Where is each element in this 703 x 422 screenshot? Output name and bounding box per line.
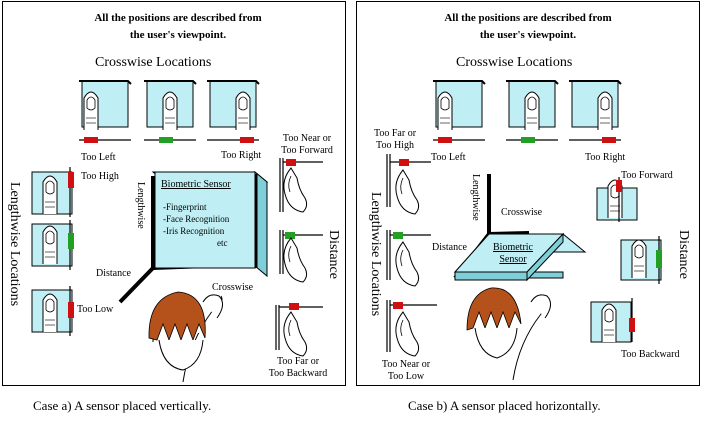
case-a-illustration (31, 80, 323, 383)
too-far-backward-label: Too Far or Too Backward (268, 356, 328, 379)
sensor-item-face: -Face Recognition (163, 214, 230, 224)
distance-too-far-tile (275, 303, 323, 357)
note-line-1-b: All the positions are described from (444, 12, 612, 24)
too-backward-label: Too Backward (621, 349, 680, 360)
indicator-too-left-b (438, 137, 452, 143)
forward-too-backward-tile (590, 298, 635, 343)
crosswise-too-right-tile (207, 80, 260, 143)
crosswise-label-a: Crosswise (212, 282, 254, 293)
sensor-item-fingerprint: -Fingerprint (163, 202, 207, 212)
lengthwise-locations-label-b: Lengthwise Locations (368, 192, 383, 317)
too-near-low-label: Too Near or Too Low (381, 359, 431, 382)
sensor-item-etc: etc (217, 238, 228, 248)
indicator-correct-crosswise (159, 137, 173, 143)
panel-case-a: All the positions are described from the… (2, 1, 346, 386)
forward-correct-tile (620, 236, 662, 284)
indicator-correct-crosswise-b (521, 137, 535, 143)
note-line-2-b: the user's viewpoint. (479, 29, 577, 41)
indicator-correct-side (393, 232, 403, 239)
side-correct-tile (386, 230, 431, 287)
side-too-far-high-tile (386, 154, 431, 215)
indicator-correct-distance (285, 232, 295, 239)
crosswise-locations-label-b: Crosswise Locations (456, 55, 573, 70)
distance-label-a: Distance (96, 268, 131, 279)
crosswise-label-b: Crosswise (501, 207, 543, 218)
too-right-label-b: Too Right (585, 152, 626, 163)
sensor-title-a: Biometric Sensor (161, 179, 231, 190)
too-high-label: Too High (81, 171, 119, 182)
indicator-too-high (68, 172, 74, 188)
distance-too-near-tile (279, 158, 323, 213)
crosswise-too-left-tile (79, 80, 132, 143)
crosswise-too-right-tile-b (569, 80, 622, 143)
panel-case-b: All the positions are described from the… (356, 1, 700, 386)
indicator-correct-lengthwise (68, 233, 74, 249)
lengthwise-locations-label-a: Lengthwise Locations (7, 182, 22, 307)
lengthwise-correct-tile (31, 220, 74, 270)
indicator-too-backward (629, 318, 635, 332)
caption-case-a: Case a) A sensor placed vertically. (33, 398, 212, 413)
too-near-forward-label: Too Near or Too Forward (281, 133, 333, 156)
user-head-case-b (466, 287, 551, 381)
vertical-sensor (151, 170, 269, 278)
lengthwise-too-high-tile (31, 167, 74, 217)
distance-axis-label-b: Distance (676, 230, 691, 279)
indicator-too-right-b (602, 137, 616, 143)
too-low-label: Too Low (77, 304, 114, 315)
lengthwise-axis-label-a: Lengthwise (135, 182, 146, 229)
note-line-1: All the positions are described from (94, 12, 262, 24)
indicator-too-near-low (393, 302, 403, 309)
caption-case-b: Case b) A sensor placed horizontally. (408, 398, 601, 413)
too-left-label-a: Too Left (81, 152, 116, 163)
too-far-high-label: Too Far or Too High (373, 128, 417, 151)
distance-axis-label-a: Distance (326, 230, 341, 279)
indicator-too-right (240, 137, 254, 143)
crosswise-correct-tile-b (506, 80, 559, 143)
lengthwise-axis-label-b: Lengthwise (470, 174, 481, 221)
indicator-too-left (84, 137, 98, 143)
distance-label-b: Distance (432, 242, 467, 253)
note-line-2: the user's viewpoint. (129, 29, 227, 41)
horizontal-sensor (453, 232, 587, 282)
distance-correct-tile (279, 230, 323, 283)
indicator-too-far (289, 303, 299, 310)
sensor-title-b: Biometric Sensor (493, 242, 533, 265)
viewpoint-note-b: All the positions are described from the… (378, 10, 678, 44)
indicator-too-forward (616, 180, 622, 192)
crosswise-locations-label-a: Crosswise Locations (95, 55, 212, 70)
indicator-too-low (68, 302, 74, 318)
sensor-item-iris: -Iris Recognition (163, 226, 225, 236)
indicator-too-far-high (399, 159, 409, 166)
crosswise-too-left-tile-b (433, 80, 486, 143)
indicator-too-near (286, 159, 296, 166)
forward-too-forward-tile (596, 177, 638, 222)
viewpoint-note-a: All the positions are described from the… (28, 10, 328, 44)
too-left-label-b: Too Left (431, 152, 466, 163)
too-forward-label: Too Forward (621, 170, 673, 181)
lengthwise-too-low-tile (31, 286, 74, 336)
too-right-label-a: Too Right (221, 150, 262, 161)
crosswise-correct-tile (144, 80, 197, 143)
side-too-near-low-tile (386, 300, 437, 357)
indicator-correct-forward (656, 250, 662, 268)
case-b-illustration (386, 80, 662, 381)
user-head-case-a (148, 291, 223, 383)
